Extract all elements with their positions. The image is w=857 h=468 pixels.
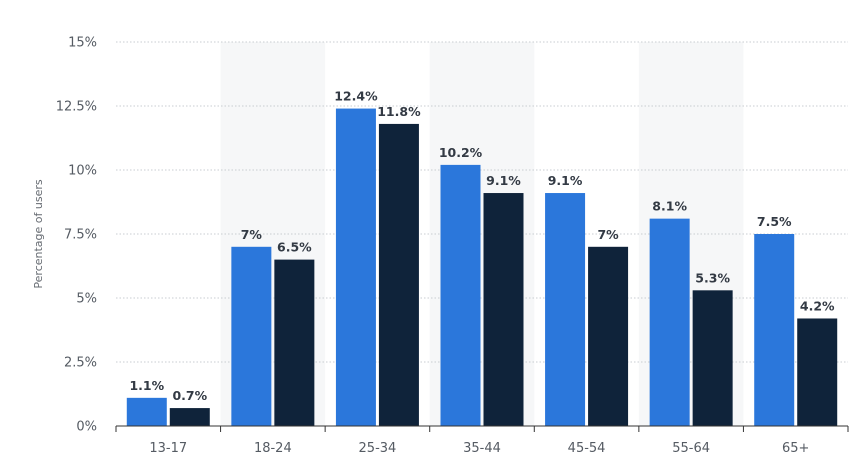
value-label: 7.5% — [757, 214, 792, 229]
y-tick-label: 0% — [76, 420, 97, 435]
value-label: 9.1% — [548, 173, 583, 188]
bar — [231, 246, 272, 426]
bar — [169, 408, 210, 426]
x-tick-label: 18-24 — [254, 441, 292, 456]
value-labels: 1.1%0.7%7%6.5%12.4%11.8%10.2%9.1% 9.1%7%8… — [129, 89, 835, 404]
bar — [797, 318, 838, 426]
value-label: 7% — [597, 227, 619, 242]
bars — [126, 108, 838, 427]
x-tick-label: 25-34 — [359, 441, 397, 456]
value-label: 8.1% — [652, 199, 687, 214]
bar — [274, 259, 315, 426]
y-tick-label: 15% — [68, 36, 97, 51]
y-tick-label: 5% — [76, 292, 97, 307]
x-axis — [115, 425, 849, 432]
y-tick-label: 10% — [68, 164, 97, 179]
y-tick-label: 7.5% — [64, 228, 97, 243]
value-label: 1.1% — [129, 378, 164, 393]
value-label: 11.8% — [377, 104, 421, 119]
value-label: 10.2% — [439, 145, 483, 160]
value-label: 4.2% — [800, 298, 835, 313]
bar — [545, 193, 586, 426]
y-axis-ticks: 0% 2.5% 5% 7.5% 10% 12.5% 15% — [56, 36, 97, 435]
x-axis-ticks: 13-17 18-24 25-34 35-44 45-54 55-64 65+ — [149, 441, 809, 456]
bar — [692, 290, 733, 426]
bar — [588, 246, 629, 426]
value-label: 9.1% — [486, 173, 521, 188]
bar — [440, 164, 481, 426]
value-label: 5.3% — [695, 270, 730, 285]
x-tick-label: 65+ — [782, 441, 809, 456]
value-label: 0.7% — [172, 388, 207, 403]
y-axis-title: Percentage of users — [32, 179, 45, 288]
y-tick-label: 2.5% — [64, 356, 97, 371]
value-label: 7% — [241, 227, 263, 242]
bar — [378, 123, 419, 427]
value-label: 12.4% — [334, 89, 378, 104]
bar — [335, 108, 376, 426]
x-tick-label: 55-64 — [672, 441, 710, 456]
bar — [649, 218, 690, 426]
y-tick-label: 12.5% — [56, 100, 97, 115]
x-tick-label: 35-44 — [463, 441, 501, 456]
x-tick-label: 45-54 — [568, 441, 606, 456]
bar — [126, 397, 167, 426]
x-tick-label: 13-17 — [149, 441, 187, 456]
value-label: 6.5% — [277, 240, 312, 255]
bar — [483, 193, 524, 426]
bar — [754, 234, 795, 426]
